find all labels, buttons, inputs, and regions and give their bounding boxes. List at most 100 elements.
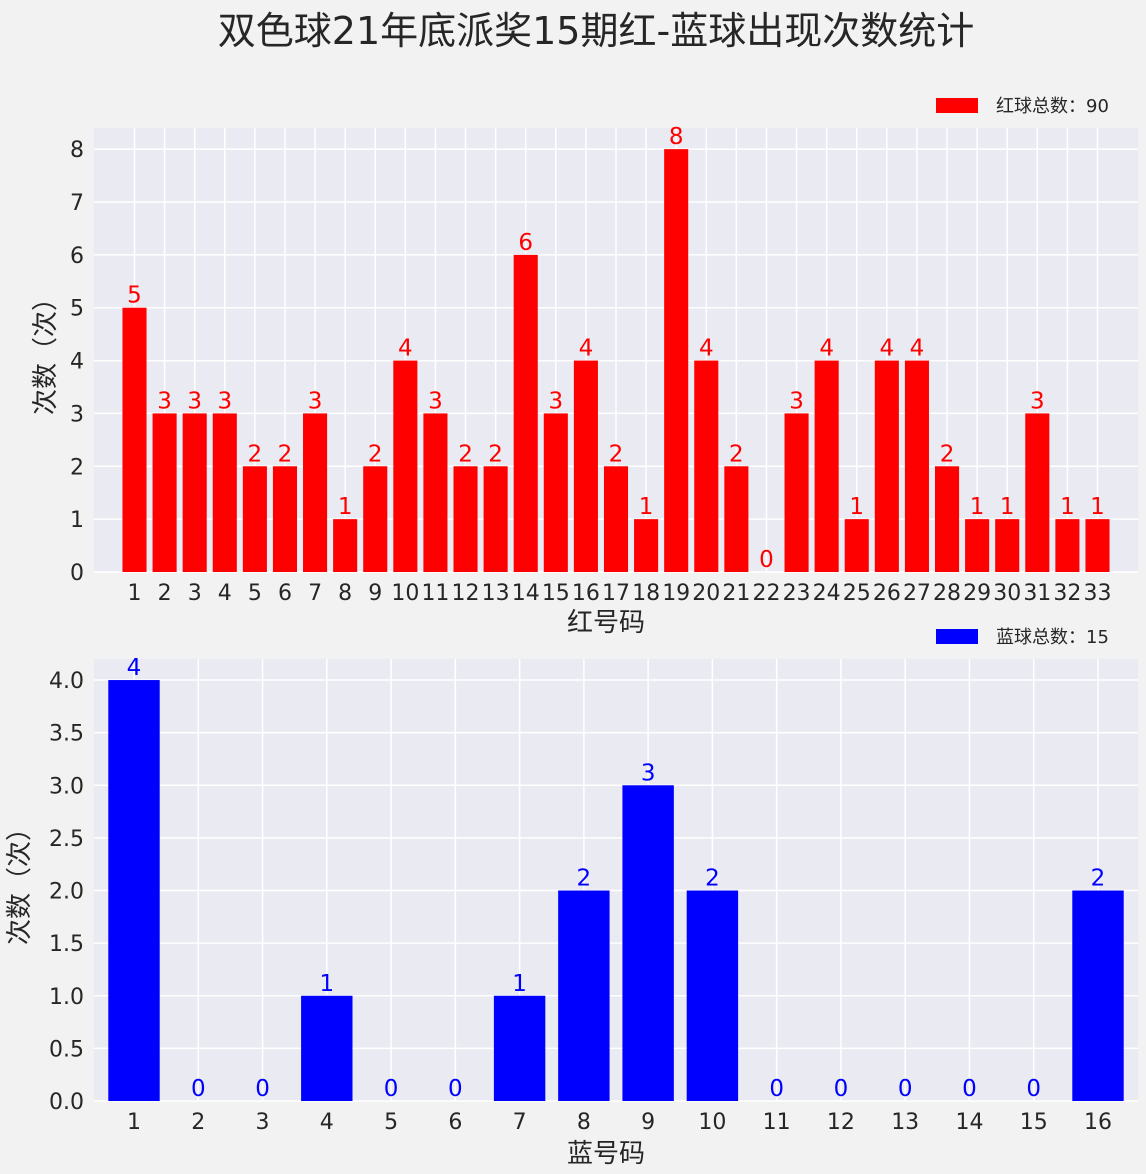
red-bar-value-label: 2 bbox=[368, 441, 383, 467]
red-bar-value-label: 6 bbox=[518, 230, 533, 256]
blue-x-tick-label: 6 bbox=[448, 1110, 462, 1135]
red-bar bbox=[242, 466, 267, 572]
blue-bar-value-label: 2 bbox=[577, 866, 592, 892]
blue-y-tick-label: 0.5 bbox=[49, 1037, 84, 1062]
blue-bar bbox=[108, 680, 160, 1101]
red-bar bbox=[814, 360, 839, 572]
red-x-tick-label: 27 bbox=[903, 581, 931, 606]
blue-bar-value-label: 2 bbox=[705, 866, 720, 892]
red-bar bbox=[724, 466, 749, 572]
red-y-tick-label: 3 bbox=[70, 402, 84, 427]
red-y-tick-label: 4 bbox=[70, 350, 84, 375]
red-bar bbox=[483, 466, 508, 572]
red-bar-value-label: 4 bbox=[398, 336, 413, 362]
blue-bar bbox=[493, 995, 546, 1101]
blue-bar-value-label: 1 bbox=[512, 971, 527, 997]
red-chart: 0123456785132333425263718294103112122136… bbox=[31, 96, 1138, 638]
blue-y-tick-label: 1.5 bbox=[49, 932, 84, 957]
blue-bar-value-label: 0 bbox=[769, 1076, 784, 1102]
red-y-tick-label: 0 bbox=[70, 561, 84, 586]
blue-x-tick-label: 2 bbox=[191, 1110, 205, 1135]
blue-x-tick-label: 8 bbox=[577, 1110, 591, 1135]
red-x-tick-label: 1 bbox=[128, 581, 142, 606]
blue-x-tick-label: 10 bbox=[698, 1110, 726, 1135]
red-x-tick-label: 20 bbox=[692, 581, 720, 606]
blue-y-tick-label: 1.0 bbox=[49, 985, 84, 1010]
blue-y-tick-label: 4.0 bbox=[49, 669, 84, 694]
red-bar-value-label: 4 bbox=[880, 336, 895, 362]
red-bar-value-label: 1 bbox=[970, 494, 985, 520]
red-bar-value-label: 4 bbox=[699, 336, 714, 362]
red-bar-value-label: 1 bbox=[849, 494, 864, 520]
red-bar bbox=[393, 360, 418, 572]
blue-y-tick-label: 2.5 bbox=[49, 827, 84, 852]
red-bar-value-label: 3 bbox=[217, 388, 232, 414]
red-bar-value-label: 1 bbox=[1060, 494, 1075, 520]
blue-bar-value-label: 4 bbox=[127, 655, 142, 681]
red-bar-value-label: 4 bbox=[910, 336, 925, 362]
red-bar bbox=[634, 519, 659, 572]
red-x-tick-label: 30 bbox=[993, 581, 1021, 606]
red-bar-value-label: 0 bbox=[759, 547, 774, 573]
red-x-tick-label: 16 bbox=[572, 581, 600, 606]
red-bar bbox=[272, 466, 298, 572]
blue-bar bbox=[1072, 890, 1124, 1101]
red-x-axis-title: 红号码 bbox=[567, 608, 645, 638]
red-bar bbox=[182, 413, 207, 572]
red-x-tick-label: 2 bbox=[158, 581, 172, 606]
blue-bar bbox=[686, 890, 739, 1101]
red-bar-value-label: 3 bbox=[1030, 388, 1045, 414]
blue-bar bbox=[301, 995, 353, 1101]
red-bar-value-label: 2 bbox=[248, 441, 263, 467]
red-bar bbox=[363, 466, 388, 572]
red-bar bbox=[423, 413, 448, 572]
red-x-tick-label: 31 bbox=[1023, 581, 1051, 606]
red-x-tick-label: 5 bbox=[248, 581, 262, 606]
blue-bar-value-label: 0 bbox=[191, 1076, 206, 1102]
red-bar-value-label: 2 bbox=[940, 441, 955, 467]
red-y-tick-label: 2 bbox=[70, 455, 84, 480]
red-x-tick-label: 26 bbox=[873, 581, 901, 606]
red-bar bbox=[965, 519, 990, 572]
blue-bar-value-label: 0 bbox=[255, 1076, 270, 1102]
red-bar bbox=[844, 519, 869, 572]
red-x-tick-label: 22 bbox=[752, 581, 780, 606]
red-bar bbox=[212, 413, 237, 572]
red-x-tick-label: 13 bbox=[482, 581, 510, 606]
red-bar bbox=[934, 466, 960, 572]
blue-x-tick-label: 5 bbox=[384, 1110, 398, 1135]
red-x-tick-label: 25 bbox=[843, 581, 871, 606]
blue-bar-value-label: 0 bbox=[834, 1076, 849, 1102]
red-bar-value-label: 1 bbox=[1000, 494, 1015, 520]
blue-bar-value-label: 2 bbox=[1091, 866, 1106, 892]
red-bar-value-label: 8 bbox=[669, 124, 684, 150]
red-bar bbox=[1085, 519, 1110, 572]
red-bar bbox=[303, 413, 328, 572]
red-x-tick-label: 14 bbox=[512, 581, 540, 606]
red-bar bbox=[603, 466, 629, 572]
blue-y-tick-label: 2.0 bbox=[49, 880, 84, 905]
red-bar bbox=[152, 413, 177, 572]
blue-bar-value-label: 0 bbox=[898, 1076, 913, 1102]
red-x-tick-label: 6 bbox=[278, 581, 292, 606]
blue-bar-value-label: 0 bbox=[962, 1076, 977, 1102]
red-legend-swatch bbox=[936, 98, 978, 113]
red-bar-value-label: 1 bbox=[639, 494, 654, 520]
blue-bar-value-label: 0 bbox=[384, 1076, 399, 1102]
blue-bar bbox=[622, 785, 674, 1101]
red-bar-value-label: 4 bbox=[579, 336, 594, 362]
blue-x-tick-label: 1 bbox=[127, 1110, 141, 1135]
red-bar-value-label: 3 bbox=[157, 388, 172, 414]
red-bar-value-label: 2 bbox=[729, 441, 744, 467]
red-bar bbox=[694, 360, 719, 572]
red-bar-value-label: 5 bbox=[127, 283, 142, 309]
red-bar bbox=[874, 360, 899, 572]
red-bar-value-label: 1 bbox=[1090, 494, 1105, 520]
blue-bar-value-label: 3 bbox=[641, 760, 656, 786]
red-x-tick-label: 19 bbox=[662, 581, 690, 606]
red-bar-value-label: 4 bbox=[819, 336, 834, 362]
blue-x-tick-label: 12 bbox=[827, 1110, 855, 1135]
red-bar-value-label: 3 bbox=[789, 388, 804, 414]
blue-x-axis-title: 蓝号码 bbox=[567, 1139, 645, 1169]
